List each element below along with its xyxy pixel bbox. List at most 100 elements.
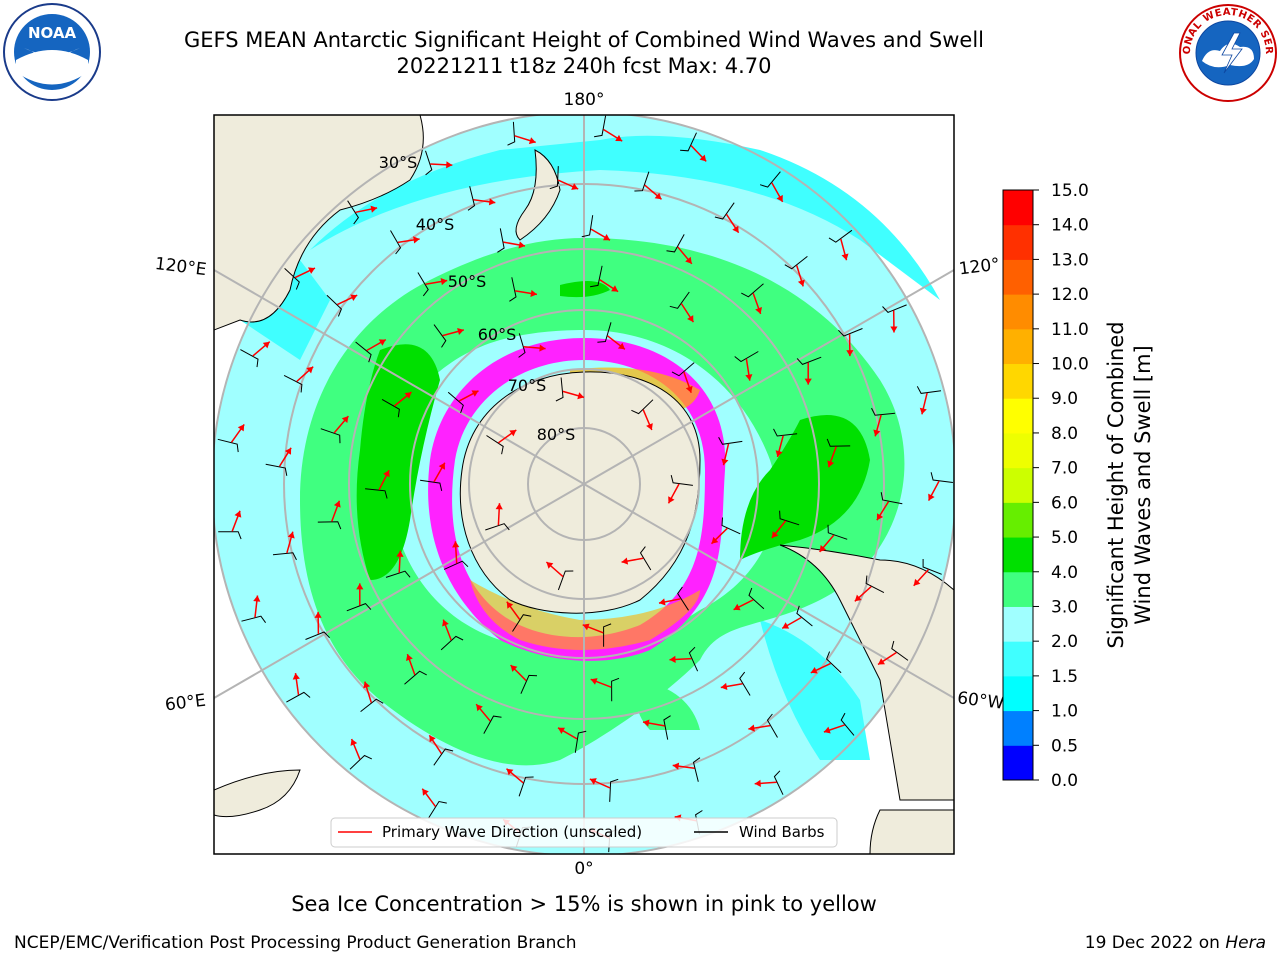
colorbar-bin: [1003, 328, 1033, 365]
wind-barb: [688, 646, 699, 672]
colorbar: 0.0 0.5 1.0 1.5 2.0 3.0 4.0 5.0 6.0 7.0 8.0 9.0 10.0…: [1002, 181, 1089, 791]
wave-arrowhead: [810, 667, 818, 674]
colorbar-tick-label: 10.0: [1051, 355, 1089, 375]
wind-barb: [663, 715, 671, 740]
legend-barb-label: Wind Barbs: [739, 823, 825, 841]
colorbar-bin: [1003, 190, 1033, 226]
colorbar-bin: [1003, 606, 1033, 642]
wave-arrowhead: [530, 289, 537, 297]
wave-arrowhead: [457, 328, 464, 335]
colorbar-bin: [1003, 675, 1033, 712]
wind-barb: [796, 605, 813, 627]
wind-barb: [581, 215, 594, 238]
wave-arrowhead: [854, 594, 862, 602]
wind-barb: [557, 570, 574, 591]
svg-text:NOAA: NOAA: [28, 24, 77, 42]
wave-arrowhead: [396, 550, 404, 557]
wind-barb: [611, 677, 620, 702]
nws-logo: NATIONAL WEATHER SERVICE: [1174, 0, 1278, 107]
wind-barb: [427, 800, 447, 819]
wave-field-peak-east: [740, 415, 870, 560]
wind-barb: [433, 324, 447, 348]
wind-barb: [360, 698, 384, 712]
wave-field-cyan-north: [310, 135, 940, 300]
colorbar-bin: [1003, 398, 1033, 434]
wind-barb: [766, 713, 778, 738]
wave-field-peak-west: [356, 344, 440, 580]
footer-date: 19 Dec 2022 on Hera: [1085, 933, 1266, 953]
wave-arrowhead: [771, 531, 779, 538]
lon-label-120e: 120°E: [154, 254, 208, 280]
wave-arrowhead: [471, 390, 479, 397]
wind-barb: [784, 256, 808, 270]
wave-arrowhead: [775, 450, 783, 457]
wave-arrowhead: [672, 762, 680, 770]
wave-arrowhead: [819, 545, 827, 552]
wind-barb: [497, 228, 505, 253]
colorbar-bin: [1003, 294, 1033, 330]
colorbar-tick-label: 11.0: [1051, 320, 1089, 340]
wave-arrowhead: [621, 557, 629, 565]
wave-arrowhead: [919, 407, 927, 415]
wave-arrowhead: [350, 739, 358, 746]
wind-barb: [326, 294, 342, 317]
wind-barb: [748, 587, 765, 610]
wind-barb: [916, 386, 942, 394]
wave-arrowhead: [846, 350, 854, 357]
colorbar-label-line1: Significant Height of Combined: [1104, 321, 1128, 648]
wind-barb: [518, 776, 534, 797]
colorbar-tick-label: 6.0: [1051, 493, 1078, 513]
wave-arrowhead: [685, 256, 692, 264]
wave-arrowhead: [928, 493, 935, 501]
wave-arrowhead: [287, 531, 295, 539]
wave-arrowhead: [292, 673, 300, 680]
lon-label-180: 180°: [564, 90, 605, 110]
wind-barb: [272, 552, 297, 561]
wind-barb: [433, 748, 454, 766]
wind-barb: [420, 479, 443, 492]
wind-barb: [871, 407, 896, 416]
wind-barb: [385, 570, 411, 578]
wind-barb: [671, 362, 695, 377]
wave-arrowhead: [413, 236, 420, 244]
map-frame: [213, 114, 955, 855]
wave-arrowhead: [782, 622, 790, 629]
wind-barb: [467, 186, 476, 211]
wind-barb: [381, 398, 400, 418]
wave-arrowhead: [659, 598, 666, 606]
wind-barb: [828, 229, 853, 243]
colorbar-tick-label: 4.0: [1051, 563, 1078, 583]
wave-arrowhead: [237, 424, 245, 432]
wind-barb: [922, 559, 942, 575]
wind-barb: [826, 438, 851, 447]
wave-arrowhead: [797, 279, 805, 287]
wave-arrowhead: [506, 768, 514, 776]
colorbar-bin: [1003, 224, 1033, 260]
wind-barb: [347, 200, 360, 225]
wind-barb: [718, 437, 743, 445]
wave-arrowhead: [506, 601, 514, 609]
wind-barb: [305, 631, 330, 640]
lat-label-80s: 80°S: [537, 425, 576, 444]
wind-barb: [555, 377, 564, 402]
wave-arrowhead: [668, 496, 675, 504]
wave-arrowhead: [804, 378, 812, 385]
colorbar-tick-label: 12.0: [1051, 285, 1089, 305]
wave-arrowhead: [720, 682, 728, 690]
colorbar-frame: [1002, 189, 1034, 781]
wind-barb: [865, 575, 885, 594]
wave-arrowhead: [841, 253, 849, 261]
colorbar-label-line2: Wind Waves and Swell [m]: [1131, 345, 1155, 625]
colorbar-bin: [1003, 502, 1033, 538]
wave-arrowhead: [253, 595, 261, 602]
wave-arrowhead: [350, 294, 358, 301]
wave-arrowhead: [733, 603, 741, 611]
wind-barb: [417, 272, 429, 297]
wave-arrowhead: [438, 462, 445, 470]
lon-label-0: 0°: [574, 859, 593, 879]
footer-host: Hera: [1225, 933, 1266, 953]
footer-credit: NCEP/EMC/Verification Post Processing Pr…: [14, 933, 577, 953]
wind-barb: [218, 531, 242, 540]
wave-arrowhead: [341, 416, 349, 423]
